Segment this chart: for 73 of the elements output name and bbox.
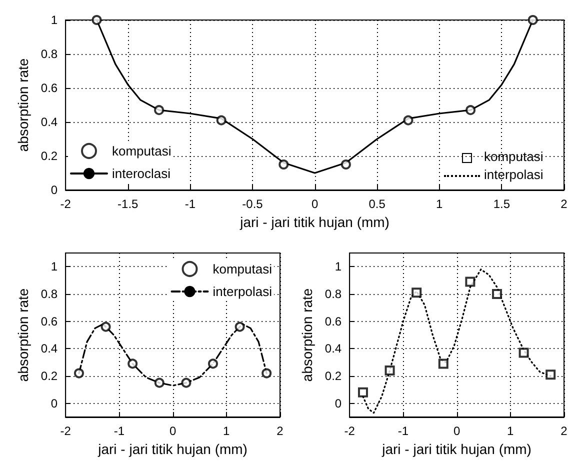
x-tick-label: 1 [223,424,230,438]
y-tick-label: 0.4 [40,115,58,129]
point [128,358,138,369]
point [465,276,476,287]
x-tick-label: 2 [560,197,568,211]
y-tick-label: 0.8 [40,287,58,301]
legend-label: komputasi [112,144,172,158]
x-axis-title: jari - jari titik hujan (mm) [239,214,390,230]
point [384,366,395,376]
x-tick-label: 1 [436,197,444,211]
x-tick-label: 0 [169,424,176,438]
y-tick-label: 0.4 [324,342,342,356]
x-axis-title: jari - jari titik hujan (mm) [381,440,532,457]
y-tick-label: 1 [50,13,58,27]
point [216,115,226,126]
point [546,370,556,380]
y-tick-label: 0.8 [324,287,342,301]
y-tick-label: 0 [50,396,58,410]
legend-label: komputasi [212,262,272,276]
annotation: komputasi [484,149,544,164]
x-tick-label: 2 [560,424,568,438]
point [438,358,448,369]
point [154,378,164,388]
point [100,322,111,332]
point [466,105,476,116]
x-tick-label: 1 [507,424,514,438]
point [262,368,272,378]
point [181,378,192,388]
y-tick-label: 0.6 [40,314,58,328]
x-tick-label: -2 [60,424,72,438]
x-tick-label: -1.5 [118,197,139,211]
x-tick-label: 1.5 [493,197,510,211]
legend-label: interpolasi [212,284,272,299]
point [492,289,502,299]
y-tick-label: 1 [334,260,342,274]
x-tick-label: 0.5 [368,197,386,211]
y-tick-label: 0.6 [324,314,342,328]
x-tick-label: -1 [114,424,125,438]
x-tick-label: -1 [398,424,409,438]
point [92,15,102,25]
point [518,348,529,358]
x-tick-label: -0.5 [242,197,264,211]
point [278,160,289,170]
x-tick-label: 0 [453,424,460,438]
y-axis-title: absorption rate [299,288,315,382]
y-tick-label: 0 [334,396,342,410]
point [340,160,351,170]
y-tick-label: 0 [50,183,58,197]
x-tick-label: -1 [184,197,196,211]
point [412,288,422,298]
y-axis-title: absorption rate [15,58,31,152]
point [358,387,368,398]
x-tick-label: 2 [276,424,284,438]
legend-label: interoclasi [112,166,171,181]
x-axis-title: jari - jari titik hujan (mm) [97,440,248,457]
y-tick-label: 0.8 [40,47,58,61]
point [403,115,414,126]
x-tick-label: -2 [344,424,356,438]
y-tick-label: 0.2 [40,369,58,383]
y-tick-label: 0.2 [40,149,58,163]
point [208,358,218,369]
point [234,322,245,332]
point [74,368,84,378]
point [154,105,164,116]
annotation: interpolasi [484,167,544,182]
x-tick-label: -2 [60,197,72,211]
x-tick-label: 0 [311,197,318,211]
y-tick-label: 0.6 [40,81,58,95]
point [528,15,538,25]
y-tick-label: 0.2 [324,369,342,383]
y-tick-label: 1 [50,260,58,274]
y-tick-label: 0.4 [40,342,58,356]
y-axis-title: absorption rate [15,288,31,382]
